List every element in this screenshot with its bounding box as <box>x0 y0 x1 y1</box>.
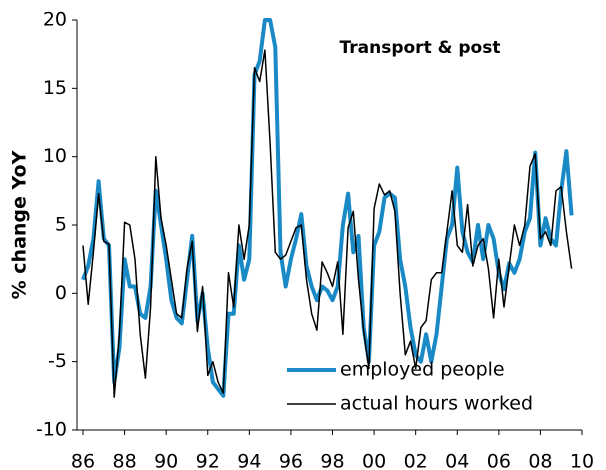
x-tick-label: 88 <box>112 451 136 470</box>
y-axis-label: % change YoY <box>9 150 31 299</box>
x-tick-label: 96 <box>279 451 303 470</box>
y-tick-label: 15 <box>43 77 67 99</box>
x-tick-label: 92 <box>196 451 220 470</box>
y-tick-label: 20 <box>43 9 67 31</box>
x-tick-label: 02 <box>404 451 428 470</box>
y-tick-label: 5 <box>55 214 67 236</box>
x-tick-label: 00 <box>362 451 386 470</box>
chart-title: Transport & post <box>340 38 501 58</box>
x-tick-label: 90 <box>154 451 178 470</box>
x-tick-label: 94 <box>237 451 261 470</box>
x-tick-label: 04 <box>445 451 469 470</box>
x-tick-label: 10 <box>570 451 594 470</box>
y-tick-label: -10 <box>36 419 67 441</box>
legend-label: employed people <box>340 359 505 381</box>
x-tick-label: 06 <box>487 451 511 470</box>
legend-label: actual hours worked <box>340 393 533 415</box>
x-tick-label: 98 <box>320 451 344 470</box>
y-tick-label: 10 <box>43 145 67 167</box>
y-tick-label: 0 <box>55 282 67 304</box>
y-tick-label: -5 <box>48 350 67 372</box>
x-tick-label: 86 <box>71 451 95 470</box>
x-tick-label: 08 <box>528 451 552 470</box>
series-line <box>82 49 573 398</box>
series-line <box>81 18 574 398</box>
